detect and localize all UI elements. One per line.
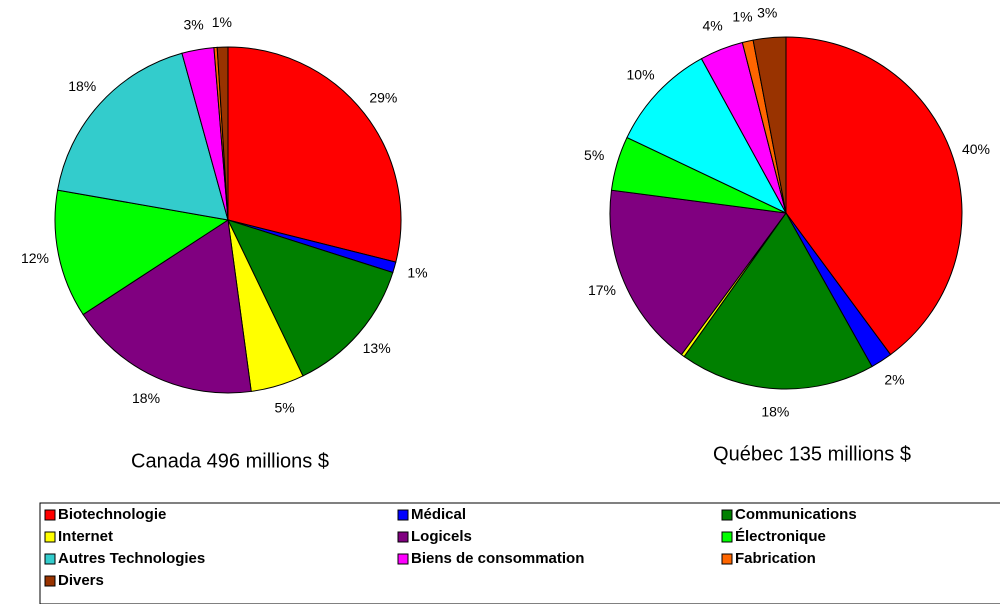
legend-label: Divers <box>58 572 104 589</box>
slice-label: 13% <box>363 340 391 356</box>
slice-label: 18% <box>132 390 160 406</box>
pie-slice <box>57 52 229 221</box>
legend-swatch <box>44 553 56 565</box>
slice-label: 17% <box>588 282 616 298</box>
legend-label: Médical <box>411 506 466 523</box>
slice-label: 5% <box>274 399 294 415</box>
slice-label: 1% <box>732 8 752 24</box>
slice-label: 4% <box>702 18 722 34</box>
pie-slice <box>626 57 788 215</box>
pie-slice <box>54 189 230 316</box>
legend-swatch <box>397 531 409 543</box>
legend-label: Biens de consommation <box>411 550 584 567</box>
legend-swatch <box>721 509 733 521</box>
pie-slice <box>752 36 787 214</box>
slice-label: 1% <box>407 265 427 281</box>
pie-slice <box>216 46 229 221</box>
legend-label: Électronique <box>735 528 826 545</box>
legend-label: Communications <box>735 506 857 523</box>
pie-slice <box>609 189 787 356</box>
pie-slice <box>227 219 394 377</box>
slice-label: 29% <box>369 90 397 106</box>
legend-label: Fabrication <box>735 550 816 567</box>
legend-swatch <box>44 575 56 587</box>
legend-swatch <box>397 553 409 565</box>
pie-slice <box>227 46 402 263</box>
pie-slice <box>683 212 873 390</box>
chart-title: Canada 496 millions $ <box>131 450 329 472</box>
chart-title: Québec 135 millions $ <box>713 443 911 465</box>
slice-label: 5% <box>584 147 604 163</box>
legend-label: Biotechnologie <box>58 506 166 523</box>
slice-label: 1% <box>212 14 232 30</box>
legend-swatch <box>397 509 409 521</box>
legend-swatch <box>721 553 733 565</box>
pie-slice <box>785 36 963 356</box>
legend-label: Logicels <box>411 528 472 545</box>
legend-swatch <box>44 531 56 543</box>
legend-swatch <box>44 509 56 521</box>
legend-swatch <box>721 531 733 543</box>
slice-label: 3% <box>757 5 777 21</box>
legend-box <box>39 502 1000 604</box>
slice-label: 40% <box>962 141 990 157</box>
slice-label: 18% <box>761 403 789 419</box>
legend-label: Autres Technologies <box>58 550 205 567</box>
slice-label: 3% <box>184 17 204 33</box>
slice-label: 10% <box>627 66 655 82</box>
legend-label: Internet <box>58 528 113 545</box>
slice-label: 12% <box>21 250 49 266</box>
slice-label: 2% <box>884 372 904 388</box>
pie-slice <box>82 219 252 394</box>
slice-label: 18% <box>68 78 96 94</box>
